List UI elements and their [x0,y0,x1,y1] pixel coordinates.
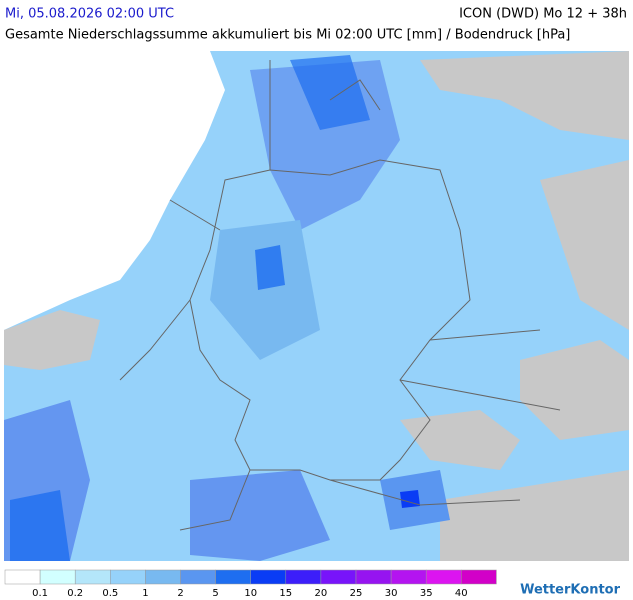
legend-swatch [355,569,392,585]
land-dry [420,51,629,140]
datetime: Mi, 05.08.2026 02:00 UTC [5,7,174,22]
legend-label: 40 [455,588,468,599]
legend-swatch [145,569,181,585]
land-dry [4,51,80,290]
legend-swatch [425,569,462,585]
legend-swatch [320,569,357,585]
legend-label: 35 [420,588,433,599]
land-dry [400,410,520,470]
legend-label: 0.2 [67,588,83,599]
map [4,51,629,561]
legend-swatch [74,569,111,585]
rain-area [190,470,330,561]
legend-label: 5 [212,588,218,599]
legend-label: 30 [385,588,398,599]
legend-swatch [215,569,251,585]
logo: WetterKontor [520,583,621,598]
legend-label: 0.1 [32,588,48,599]
legend-label: 20 [315,588,328,599]
legend-swatch [285,569,322,585]
legend-swatch [461,569,497,585]
country-border [189,159,471,481]
legend-label: 1 [142,588,148,599]
legend-swatch [110,569,146,585]
legend-label: 2 [177,588,183,599]
land-dry [440,470,629,561]
legend-swatch [390,569,427,585]
model: ICON (DWD) Mo 12 + 38h [459,7,627,22]
legend-swatch [180,569,216,585]
legend: 0.1 0.2 0.5 1 2 5 10 15 20 25 30 35 40 [4,569,497,599]
legend-label: 15 [279,588,292,599]
legend-swatch [39,569,76,585]
rain-area [210,220,320,360]
legend-label: 10 [244,588,257,599]
rain-area [255,245,285,290]
rain-area [290,55,370,130]
rain-area [10,490,70,561]
legend-swatch [4,569,41,585]
land-dry [4,310,100,370]
legend-swatch [250,569,287,585]
country-border [119,60,561,531]
legend-label: 0.5 [102,588,118,599]
legend-label: 25 [350,588,363,599]
land-dry [540,160,629,330]
land-dry [520,340,629,440]
subtitle: Gesamte Niederschlagssumme akkumuliert b… [5,28,570,43]
rain-area [400,490,420,508]
